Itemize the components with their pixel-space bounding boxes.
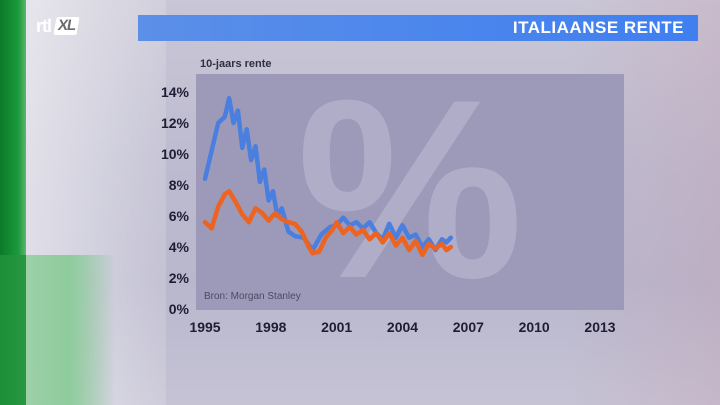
x-tick-label: 2001 xyxy=(321,319,352,335)
x-tick-label: 2004 xyxy=(387,319,418,335)
channel-logo: rtl XL xyxy=(36,14,80,38)
page-title: ITALIAANSE RENTE xyxy=(512,18,684,37)
series-line-2 xyxy=(202,188,454,258)
chart-source: Bron: Morgan Stanley xyxy=(204,291,301,302)
y-tick-label: 6% xyxy=(169,208,190,224)
x-tick-label: 2007 xyxy=(453,319,484,335)
x-tick-label: 1995 xyxy=(189,319,220,335)
series-line-1 xyxy=(202,95,454,253)
y-tick-label: 10% xyxy=(161,146,190,162)
channel-logo-text: rtl xyxy=(36,15,52,36)
italian-flag-white-band xyxy=(26,0,166,405)
x-tick-label: 2010 xyxy=(519,319,550,335)
chart-subtitle: 10-jaars rente xyxy=(200,58,272,70)
x-tick-label: 1998 xyxy=(255,319,286,335)
percent-watermark-icon: % xyxy=(296,47,524,332)
y-tick-label: 12% xyxy=(161,115,190,131)
y-tick-label: 14% xyxy=(161,84,190,100)
x-tick-label: 2013 xyxy=(584,319,615,335)
y-tick-label: 4% xyxy=(169,239,190,255)
title-bar: ITALIAANSE RENTE xyxy=(138,15,698,41)
y-tick-label: 8% xyxy=(169,177,190,193)
y-tick-label: 0% xyxy=(169,301,190,317)
y-tick-label: 2% xyxy=(169,270,190,286)
